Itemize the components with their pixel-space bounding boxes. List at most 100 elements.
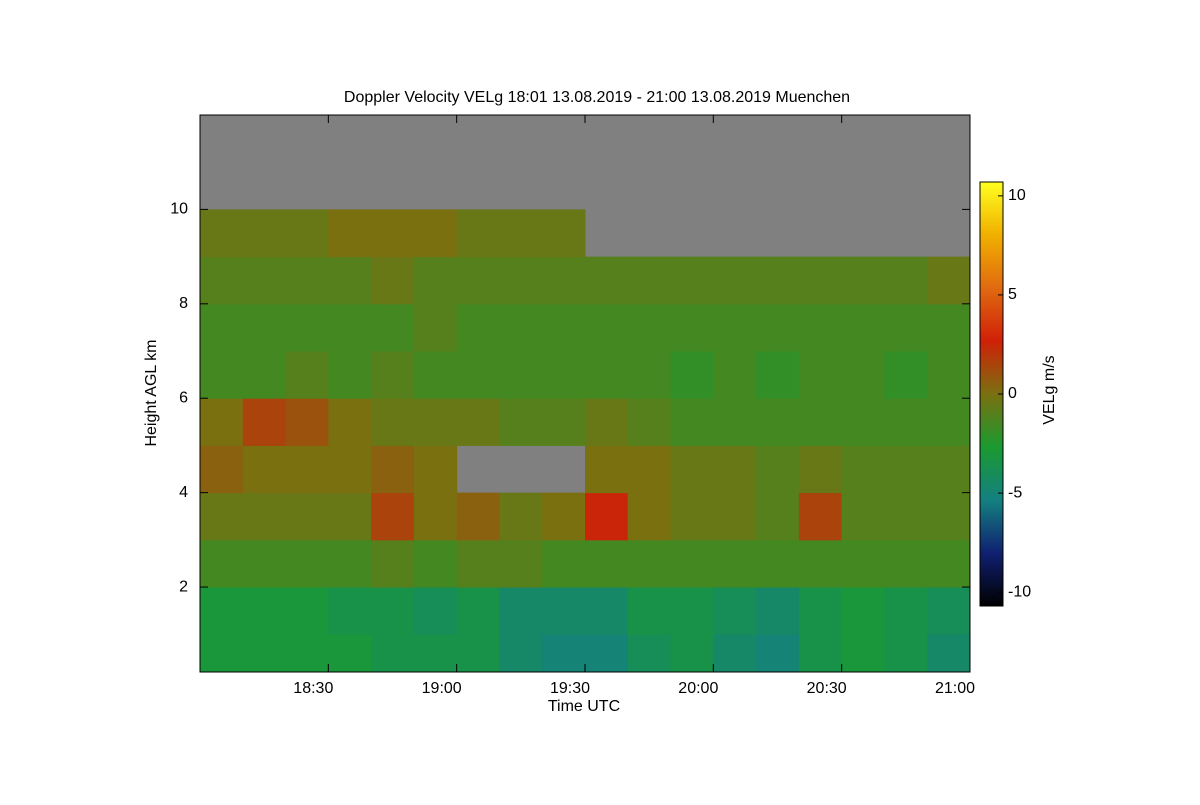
- heatmap-cell: [585, 351, 629, 399]
- heatmap-cell: [884, 587, 928, 635]
- heatmap-cell: [413, 492, 458, 541]
- heatmap-cell: [413, 303, 458, 352]
- heatmap-cell: [285, 303, 329, 352]
- heatmap-cell: [242, 351, 287, 399]
- heatmap-cell: [456, 634, 500, 672]
- heatmap-cell: [713, 351, 757, 399]
- heatmap-cell: [200, 303, 244, 352]
- heatmap-cell: [841, 587, 885, 635]
- heatmap-cell: [285, 539, 329, 588]
- heatmap-cell: [756, 539, 800, 588]
- heatmap-cell: [670, 303, 714, 352]
- heatmap-cell: [456, 539, 500, 588]
- heatmap-cell: [627, 303, 672, 352]
- heatmap-cell: [413, 209, 458, 258]
- heatmap-cell: [328, 492, 372, 541]
- heatmap-cell: [798, 492, 843, 541]
- heatmap-cell: [798, 351, 843, 399]
- heatmap-cell: [328, 445, 372, 494]
- heatmap-cell: [285, 351, 329, 399]
- heatmap-cell: [371, 492, 415, 541]
- y-tick-label: 6: [179, 389, 188, 406]
- heatmap-cell: [798, 445, 843, 494]
- heatmap-cell: [499, 351, 543, 399]
- heatmap-cell: [585, 539, 629, 588]
- x-tick-label: 21:00: [935, 680, 975, 697]
- heatmap-cell: [841, 351, 885, 399]
- heatmap-cell: [841, 492, 885, 541]
- heatmap-cell: [499, 587, 543, 635]
- heatmap-cell: [413, 445, 458, 494]
- heatmap-cell: [542, 587, 586, 635]
- heatmap-cell: [670, 492, 714, 541]
- heatmap-cell: [456, 351, 500, 399]
- heatmap-cell: [456, 587, 500, 635]
- y-tick-label: 10: [170, 201, 188, 218]
- heatmap-cell: [627, 587, 672, 635]
- heatmap-cell: [585, 256, 629, 305]
- heatmap-cell: [756, 634, 800, 672]
- heatmap-cell: [798, 634, 843, 672]
- heatmap-cell: [242, 445, 287, 494]
- heatmap-cell: [328, 209, 372, 258]
- heatmap-cell: [413, 539, 458, 588]
- heatmap-cell: [371, 351, 415, 399]
- x-tick-label: 19:00: [422, 680, 462, 697]
- heatmap-cell: [713, 398, 757, 446]
- heatmap-cell: [285, 256, 329, 305]
- heatmap-cell: [200, 209, 244, 258]
- heatmap-cell: [542, 351, 586, 399]
- heatmap-cell: [328, 539, 372, 588]
- heatmap-cell: [627, 634, 672, 672]
- heatmap-cell: [670, 398, 714, 446]
- heatmap-cell: [456, 209, 500, 258]
- heatmap-cell: [499, 634, 543, 672]
- colorbar-tick-label: -5: [1008, 484, 1022, 501]
- heatmap-cell: [499, 398, 543, 446]
- heatmap-cell: [456, 256, 500, 305]
- heatmap-cell: [927, 492, 970, 541]
- heatmap-cell: [713, 445, 757, 494]
- heatmap-cell: [713, 634, 757, 672]
- heatmap-cell: [285, 587, 329, 635]
- heatmap-cell: [413, 634, 458, 672]
- heatmap-cell: [927, 539, 970, 588]
- heatmap-cell: [585, 634, 629, 672]
- heatmap-cell: [670, 539, 714, 588]
- heatmap-cell: [499, 209, 543, 258]
- heatmap-cell: [242, 256, 287, 305]
- heatmap-cell: [841, 303, 885, 352]
- heatmap-cell: [927, 445, 970, 494]
- heatmap-cell: [627, 398, 672, 446]
- y-tick-label: 2: [179, 578, 188, 595]
- x-tick-label: 20:00: [678, 680, 718, 697]
- heatmap-cell: [285, 492, 329, 541]
- heatmap-cell: [200, 492, 244, 541]
- heatmap-cell: [542, 398, 586, 446]
- heatmap-cell: [413, 256, 458, 305]
- heatmap-cell: [841, 539, 885, 588]
- heatmap-cell: [585, 587, 629, 635]
- heatmap-cell: [200, 351, 244, 399]
- heatmap-cell: [841, 445, 885, 494]
- heatmap-cell: [756, 445, 800, 494]
- heatmap-cell: [285, 209, 329, 258]
- heatmap-cell: [542, 256, 586, 305]
- heatmap-cell: [242, 539, 287, 588]
- heatmap-cell: [242, 209, 287, 258]
- heatmap-cell: [456, 492, 500, 541]
- heatmap-cell: [371, 398, 415, 446]
- heatmap-cell: [627, 539, 672, 588]
- heatmap-cell: [798, 398, 843, 446]
- heatmap-cell: [200, 445, 244, 494]
- colorbar-tick-label: -10: [1008, 583, 1031, 600]
- heatmap-cell: [841, 634, 885, 672]
- y-tick-label: 8: [179, 295, 188, 312]
- heatmap-cell: [371, 445, 415, 494]
- heatmap-cell: [200, 587, 244, 635]
- heatmap-cell: [242, 634, 287, 672]
- heatmap-cell: [798, 539, 843, 588]
- heatmap-cell: [670, 256, 714, 305]
- heatmap-cell: [884, 256, 928, 305]
